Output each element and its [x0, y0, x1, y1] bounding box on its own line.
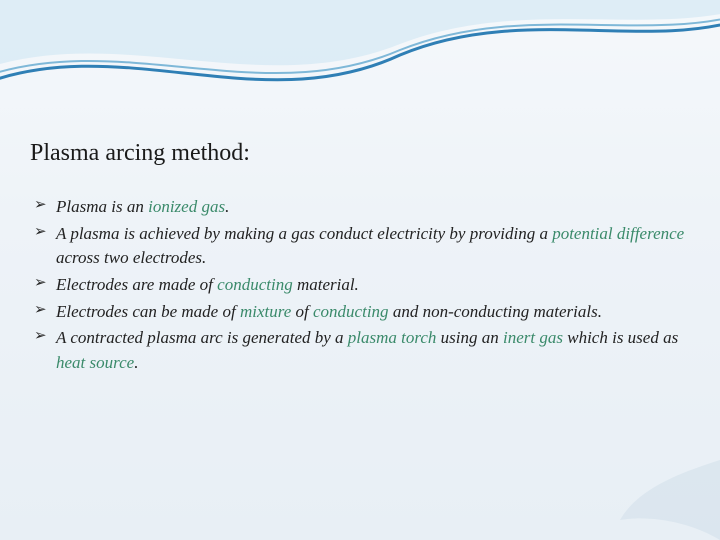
- body-text: A plasma is achieved by making a gas con…: [56, 224, 552, 243]
- highlight-text: plasma torch: [348, 328, 437, 347]
- body-text: of: [291, 302, 313, 321]
- highlight-text: inert gas: [503, 328, 563, 347]
- slide-title: Plasma arcing method:: [30, 140, 690, 167]
- bullet-item: Plasma is an ionized gas.: [34, 195, 690, 220]
- wave-top-fill: [0, 0, 720, 70]
- bullet-item: Electrodes are made of conducting materi…: [34, 273, 690, 298]
- body-text: Plasma is an: [56, 197, 148, 216]
- body-text: .: [225, 197, 229, 216]
- header-wave-decoration: [0, 0, 720, 120]
- highlight-text: conducting: [217, 275, 293, 294]
- bullet-list: Plasma is an ionized gas. A plasma is ach…: [30, 195, 690, 375]
- body-text: across two electrodes.: [56, 248, 206, 267]
- highlight-text: ionized gas: [148, 197, 225, 216]
- body-text: using an: [436, 328, 503, 347]
- body-text: Electrodes can be made of: [56, 302, 240, 321]
- body-text: which is used as: [563, 328, 678, 347]
- body-text: A contracted plasma arc is generated by …: [56, 328, 348, 347]
- highlight-text: conducting: [313, 302, 389, 321]
- body-text: .: [134, 353, 138, 372]
- highlight-text: heat source: [56, 353, 134, 372]
- body-text: and non-conducting materials.: [389, 302, 602, 321]
- highlight-text: potential difference: [552, 224, 684, 243]
- body-text: Electrodes are made of: [56, 275, 217, 294]
- body-text: material.: [293, 275, 359, 294]
- bullet-item: A plasma is achieved by making a gas con…: [34, 222, 690, 271]
- corner-curl-decoration: [600, 460, 720, 540]
- bullet-item: A contracted plasma arc is generated by …: [34, 326, 690, 375]
- highlight-text: mixture: [240, 302, 291, 321]
- slide-content: Plasma arcing method: Plasma is an ioniz…: [30, 140, 690, 377]
- corner-curl-shape: [620, 460, 720, 540]
- bullet-item: Electrodes can be made of mixture of con…: [34, 300, 690, 325]
